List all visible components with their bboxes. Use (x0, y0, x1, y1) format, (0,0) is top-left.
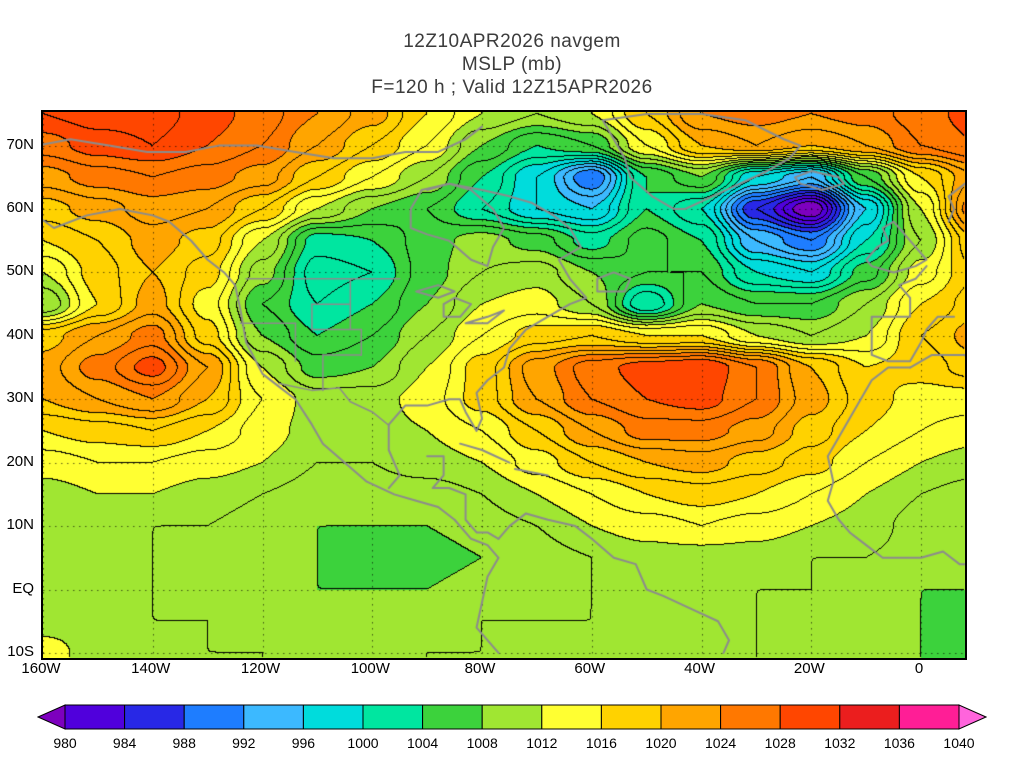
colorbar-label: 1004 (407, 735, 439, 751)
colorbar-label: 996 (291, 735, 316, 751)
colorbar-label: 1040 (943, 735, 975, 751)
colorbar-segment (362, 704, 424, 730)
x-tick-label: 160W (21, 660, 61, 677)
y-tick-label: EQ (12, 579, 34, 597)
colorbar-label: 1020 (645, 735, 677, 751)
x-tick-label: 40W (684, 660, 715, 677)
colorbar: 980 984 988 992 996 1000 1004 1008 1012 1016 1020 1… (36, 704, 988, 752)
colorbar-segment (124, 704, 185, 730)
colorbar-left-arrow (36, 704, 66, 730)
colorbar-label: 1012 (526, 735, 558, 751)
title-line-variable: MSLP (mb) (461, 54, 563, 75)
y-tick-label: 50N (6, 262, 34, 280)
colorbar-segment (481, 704, 543, 730)
x-tick-label: 120W (240, 660, 281, 677)
title-line-valid: F=120 h ; Valid 12Z15APR2026 (371, 77, 653, 98)
chart-title: 12Z10APR2026 navgem MSLP (mb) F=120 h ; … (0, 30, 1024, 99)
colorbar-segment (720, 704, 781, 730)
x-tick-label: 140W (131, 660, 171, 677)
colorbar-segment (898, 704, 960, 730)
colorbar-label: 1036 (883, 735, 915, 751)
colorbar-segment (302, 704, 364, 730)
x-tick-label: 80W (464, 660, 496, 677)
y-tick-label: 10S (7, 642, 34, 660)
map-frame (41, 110, 967, 660)
colorbar-label: 1032 (824, 735, 856, 751)
colorbar-right-arrow (958, 704, 988, 730)
y-tick-label: 20N (6, 452, 34, 470)
colorbar-segment (422, 704, 483, 730)
colorbar-label: 1000 (347, 735, 379, 751)
y-axis-labels: 70N 60N 50N 40N 30N 20N 10N EQ 10S (0, 110, 38, 660)
x-tick-label: 100W (350, 660, 390, 677)
colorbar-segment (541, 704, 602, 730)
y-tick-label: 10N (6, 516, 34, 534)
colorbar-segment (600, 704, 662, 730)
y-tick-label: 30N (6, 389, 34, 407)
colorbar-segment (183, 704, 245, 730)
y-tick-label: 70N (6, 135, 34, 153)
colorbar-scale (36, 704, 988, 730)
colorbar-segment (243, 704, 304, 730)
x-axis-labels: 160W 140W 120W 100W 80W 60W 40W 20W 0 (21, 660, 967, 680)
colorbar-label: 1024 (705, 735, 737, 751)
colorbar-segment (64, 704, 126, 730)
y-tick-label: 60N (6, 199, 34, 217)
title-line-init: 12Z10APR2026 navgem (403, 31, 621, 52)
colorbar-segment (779, 704, 841, 730)
colorbar-label: 992 (232, 735, 256, 751)
colorbar-label: 1016 (585, 735, 617, 751)
colorbar-label: 1008 (466, 735, 498, 751)
colorbar-label: 988 (172, 735, 196, 751)
colorbar-label: 1028 (764, 735, 796, 751)
mslp-filled-contour-map (41, 110, 967, 660)
x-tick-label: 0 (914, 660, 924, 677)
x-tick-label: 60W (574, 660, 606, 677)
colorbar-label: 980 (53, 735, 77, 751)
y-tick-label: 40N (6, 325, 34, 343)
x-tick-label: 20W (793, 660, 825, 677)
colorbar-segment (839, 704, 900, 730)
colorbar-label: 984 (112, 735, 137, 751)
colorbar-segment (660, 704, 722, 730)
